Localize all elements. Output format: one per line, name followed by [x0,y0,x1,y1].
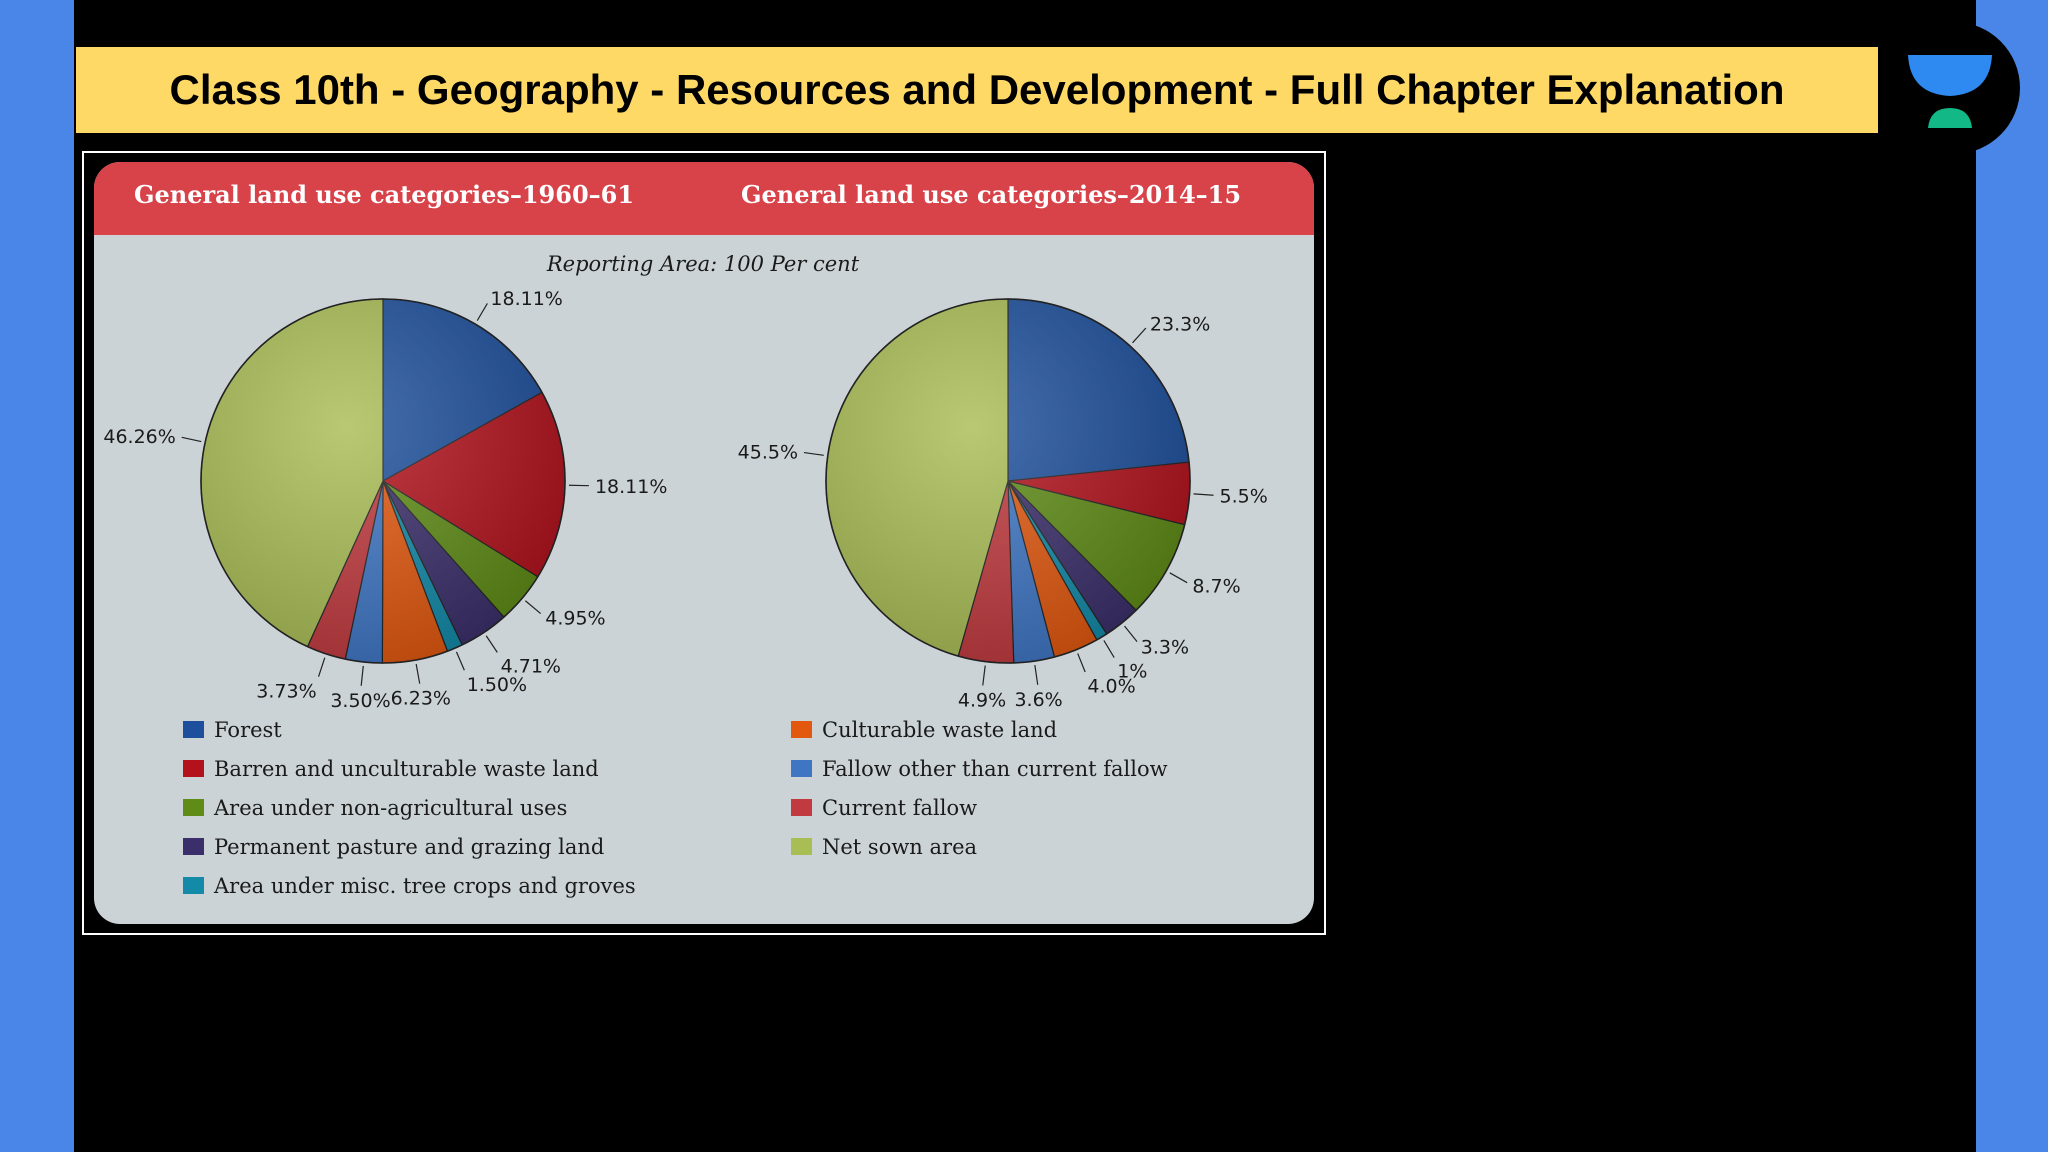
leader-line-2014-area-under-non-agricultural-uses [1169,572,1188,584]
leader-line-2014-fallow-other-than-current-fallow [1034,664,1039,685]
leader-line-2014-culturable-waste-land [1077,653,1086,673]
legend-swatch [183,838,204,855]
data-label-1960-area-under-non-agricultural-uses: 4.95% [545,607,605,629]
legend-item: Barren and unculturable waste land [183,749,636,788]
legend-swatch [183,721,204,738]
land-use-figure: General land use categories–1960–61 Gene… [94,162,1314,924]
data-label-2014-forest: 23.3% [1150,314,1210,336]
legend-label: Permanent pasture and grazing land [214,834,605,859]
data-label-1960-current-fallow: 3.73% [256,680,316,702]
title-banner: Class 10th - Geography - Resources and D… [76,47,1878,133]
data-label-1960-permanent-pasture-and-grazing-land: 4.71% [501,655,561,677]
leader-line-1960-culturable-waste-land [415,663,421,684]
legend-item: Area under non-agricultural uses [183,788,636,827]
figure-frame: General land use categories–1960–61 Gene… [82,151,1326,935]
legend-swatch [183,799,204,816]
leader-line-1960-permanent-pasture-and-grazing-land [485,635,498,653]
data-label-2014-culturable-waste-land: 4.0% [1087,676,1135,698]
unacademy-logo-icon [1908,55,1992,128]
leader-line-1960-forest [476,303,488,321]
data-label-2014-area-under-non-agricultural-uses: 8.7% [1192,576,1240,598]
legend-item: Fallow other than current fallow [791,749,1168,788]
legend-swatch [791,838,812,855]
chart-title-2014: General land use categories–2014–15 [741,180,1242,209]
legend-item: Forest [183,710,636,749]
legend-item: Net sown area [791,827,1168,866]
figure-header-band: General land use categories–1960–61 Gene… [94,162,1314,235]
leader-line-1960-fallow-other-than-current-fallow [360,665,364,686]
legend-item: Culturable waste land [791,710,1168,749]
leader-line-1960-area-under-misc-tree-crops-and-groves [455,651,465,671]
data-label-2014-permanent-pasture-and-grazing-land: 3.3% [1141,636,1189,658]
leader-line-1960-current-fallow [317,657,326,677]
data-label-2014-net-sown-area: 45.5% [738,442,798,464]
legend-swatch [183,877,204,894]
legend-swatch [791,721,812,738]
chart-subtitle: Reporting Area: 100 Per cent [546,252,860,276]
legend-label: Fallow other than current fallow [822,756,1168,781]
data-label-1960-fallow-other-than-current-fallow: 3.50% [330,690,390,712]
legend-swatch [183,760,204,777]
legend-label: Area under non-agricultural uses [214,795,568,820]
data-label-1960-culturable-waste-land: 6.23% [391,688,451,710]
leader-line-1960-net-sown-area [181,436,202,443]
legend-label: Net sown area [822,834,978,859]
leader-line-2014-area-under-misc-tree-crops-and-groves [1103,640,1115,658]
data-label-2014-fallow-other-than-current-fallow: 3.6% [1014,689,1062,711]
data-label-2014-barren-and-unculturable-waste-land: 5.5% [1219,486,1267,508]
legend-swatch [791,760,812,777]
legend-label: Area under misc. tree crops and groves [214,873,636,898]
data-label-1960-net-sown-area: 46.26% [103,426,175,448]
pie-outline-1960 [200,298,566,664]
data-label-1960-forest: 18.11% [490,288,562,310]
page-title: Class 10th - Geography - Resources and D… [169,66,1785,113]
leader-line-1960-area-under-non-agricultural-uses [524,600,542,615]
data-label-1960-area-under-misc-tree-crops-and-groves: 1.50% [467,674,527,696]
legend-label: Culturable waste land [822,717,1058,742]
leader-line-2014-net-sown-area [803,451,824,456]
legend-swatch [791,799,812,816]
legend-item: Area under misc. tree crops and groves [183,866,636,905]
data-label-2014-current-fallow: 4.9% [958,689,1006,711]
pie-outline-2014 [825,298,1191,664]
legend-label: Barren and unculturable waste land [214,756,599,781]
legend-item: Current fallow [791,788,1168,827]
pie-chart-2014: 23.3% 5.5% 8.7% 3.3% 1%4.0% 3.6% 4.9% 45.5% [738,298,1268,711]
pie-charts: Reporting Area: 100 Per cent 18.11%18.11… [103,252,1268,712]
legend-item: Permanent pasture and grazing land [183,827,636,866]
leader-line-2014-barren-and-unculturable-waste-land [1193,493,1214,496]
chart-title-1960: General land use categories–1960–61 [134,180,635,209]
leader-line-2014-current-fallow [982,665,986,686]
pie-chart-1960: 18.11% 18.11% 4.95% 4.71%1.50% 6.23%3.50% 3.7… [103,288,667,712]
legend-left-column: Forest Barren and unculturable waste land… [183,710,636,905]
unacademy-logo [1888,22,2020,154]
legend-label: Current fallow [822,795,978,820]
leader-line-2014-permanent-pasture-and-grazing-land [1124,625,1138,642]
leader-line-2014-forest [1132,327,1147,344]
legend-right-column: Culturable waste land Fallow other than c… [791,710,1168,866]
legend-label: Forest [214,717,282,742]
data-label-2014-area-under-misc-tree-crops-and-groves: 1% [1117,661,1147,683]
data-label-1960-barren-and-unculturable-waste-land: 18.11% [595,476,667,498]
